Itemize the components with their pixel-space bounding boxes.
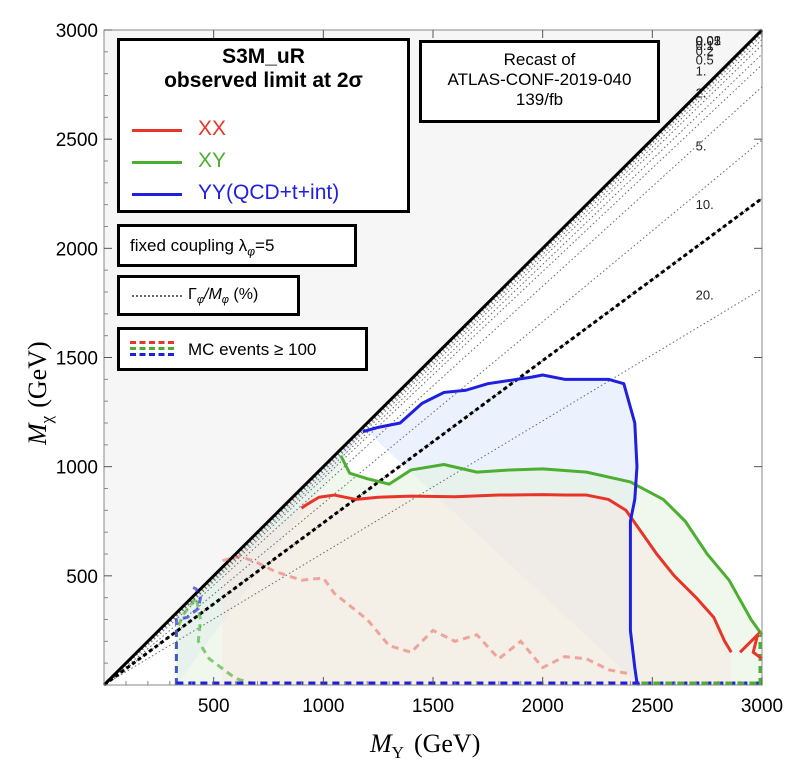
width-contour-line <box>103 32 763 686</box>
coupling-annotation: fixed coupling λφ=5 <box>117 224 357 267</box>
width-contour-label: 0.2 <box>696 43 714 58</box>
width-contour-label: 0.02 <box>696 33 721 48</box>
width-contour-label: 0.1 <box>696 38 714 53</box>
mc-legend-label: MC events ≥ 100 <box>188 340 317 359</box>
mc-boundary-xx <box>222 554 631 676</box>
legend-title: S3M_uR observed limit at 2σ <box>164 45 363 92</box>
legend-label-yy: YY(QCD+t+int) <box>198 181 340 204</box>
legend-swatch-yy <box>132 193 182 196</box>
x-tick-label: 1000 <box>302 696 344 717</box>
width-contour-label: 20. <box>696 287 714 302</box>
mc-swatch-blue <box>130 353 174 356</box>
width-legend-swatch <box>132 295 182 297</box>
mc-boundary-xy <box>174 594 258 687</box>
y-tick-label: 1000 <box>56 458 98 479</box>
legend-swatch-xx <box>132 129 182 132</box>
x-tick-label: 2000 <box>522 696 564 717</box>
mc-swatch-green <box>130 347 174 350</box>
legend-swatch-xy <box>132 161 182 164</box>
legend-label-xx: XX <box>198 117 227 140</box>
legend: S3M_uR observed limit at 2σ XX XY YY(QCD… <box>117 38 410 213</box>
y-tick-label: 2000 <box>56 239 98 260</box>
legend-label-xy: XY <box>198 149 227 172</box>
x-tick-label: 3000 <box>741 696 783 717</box>
mc-legend: MC events ≥ 100 <box>117 327 368 371</box>
width-contour-label: 0.01 <box>696 33 721 48</box>
xx-shaded-region <box>222 494 732 685</box>
x-axis-label: MY (GeV) <box>369 729 480 762</box>
limit-curve-xx-edge <box>739 629 763 661</box>
width-legend: Γφ/Mφ (%) <box>117 275 300 316</box>
width-contour-label: 2. <box>696 85 707 100</box>
y-tick-label: 1500 <box>56 349 98 370</box>
limit-curve-xx <box>300 493 733 654</box>
width-contour-label: 0.5 <box>696 53 714 68</box>
plot-area: 0.010.020.050.10.20.51. 2. 5. 10. 20. 500 1000… <box>56 21 783 717</box>
width-contour-line <box>103 288 763 686</box>
y-tick-label: 2500 <box>56 130 98 151</box>
x-tick-label: 2500 <box>631 696 673 717</box>
y-axis-label: Mχ(GeV) <box>23 341 56 446</box>
mc-boundary-yyqcdtint <box>174 585 203 685</box>
limit-curve-yyqcdtint <box>362 373 641 687</box>
width-contour-line <box>103 64 763 686</box>
width-contour-label: 10. <box>696 197 714 212</box>
recast-annotation: Recast of ATLAS-CONF-2019-040 139/fb <box>419 40 660 123</box>
mc-swatch-red <box>130 341 174 344</box>
width-contour-label: 1. <box>696 63 707 78</box>
y-tick-label: 500 <box>66 567 98 588</box>
width-contour-line <box>103 86 763 686</box>
limit-curve-xy <box>339 455 764 636</box>
width-contour-label: 0.05 <box>696 34 721 49</box>
width-legend-label: Γφ/Mφ (%) <box>188 286 259 307</box>
diagonal-line <box>102 28 764 687</box>
reference-dashed-line <box>103 197 763 687</box>
width-contour-line <box>103 139 763 686</box>
yy-shaded-region <box>176 374 640 685</box>
x-tick-label: 500 <box>198 696 230 717</box>
width-contour-line <box>103 39 763 686</box>
y-tick-label: 3000 <box>56 21 98 42</box>
width-contour-label: 5. <box>696 139 707 154</box>
width-contour-line <box>103 44 763 686</box>
x-tick-label: 1500 <box>412 696 454 717</box>
